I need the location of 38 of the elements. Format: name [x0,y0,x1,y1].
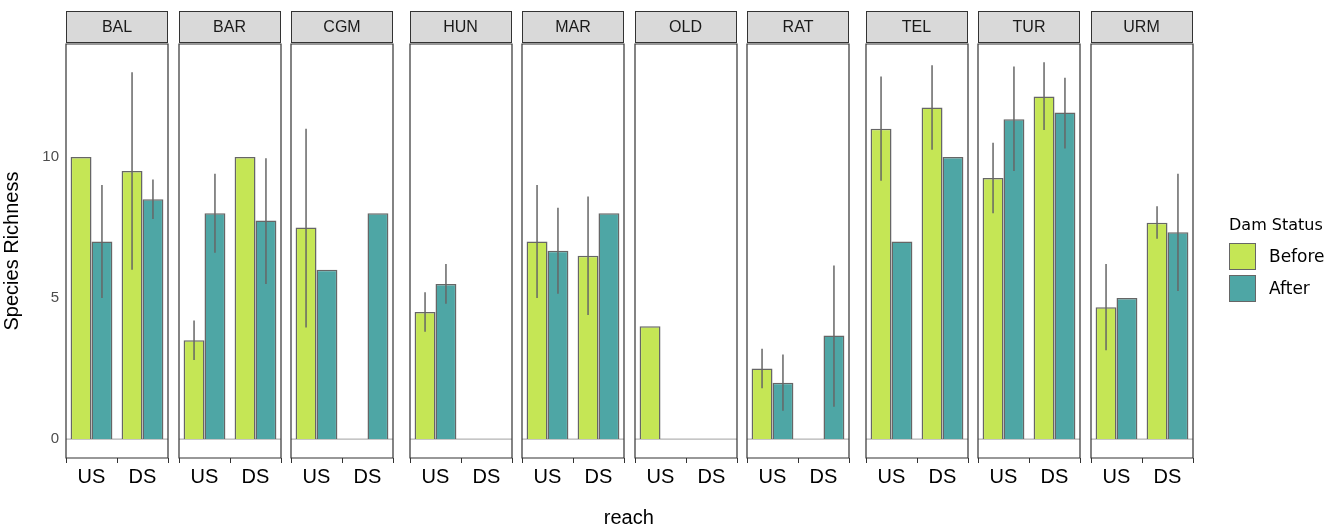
legend-label: Before [1269,246,1325,266]
chart-title: RAT [747,11,849,43]
x-tick-label: US [77,464,106,487]
chart-title: OLD [634,11,737,43]
y-tick-label: 5 [50,288,59,306]
chart-title: MAR [522,11,624,43]
x-tick-label: US [1102,464,1130,487]
chart-title: URM [1090,11,1193,43]
x-tick-label: US [190,464,218,487]
chart-title: HUN [409,11,512,43]
x-tick-label: DS [1153,464,1181,487]
chart-title: CGM [291,11,393,43]
chart-title: BAR [178,11,281,43]
x-tick-label: US [421,464,449,487]
x-tick-label: DS [1040,464,1069,487]
x-tick-label: DS [353,464,382,487]
x-tick-label: US [758,464,787,487]
chart-title: TUR [978,11,1080,43]
x-tick-label: DS [809,464,838,487]
chart-title: BAL [66,11,168,43]
x-tick-label: DS [928,464,956,487]
x-tick-label: DS [241,464,269,487]
x-tick-label: US [533,464,562,487]
x-tick-label: DS [584,464,613,487]
legend-title: Dam Status [1229,215,1324,234]
x-tick-label: US [989,464,1018,487]
chart-title: TEL [865,11,968,43]
y-tick-label: 0 [50,429,59,447]
x-tick-label: US [646,464,674,487]
x-tick-label: US [302,464,331,487]
x-tick-label: DS [472,464,500,487]
y-tick-label: 10 [42,147,59,165]
y-axis-title: Species Richness [0,171,22,331]
legend-label: After [1269,278,1310,298]
x-tick-label: DS [697,464,725,487]
x-tick-label: DS [128,464,157,487]
x-axis-title: reach [603,506,654,529]
x-tick-label: US [877,464,905,487]
